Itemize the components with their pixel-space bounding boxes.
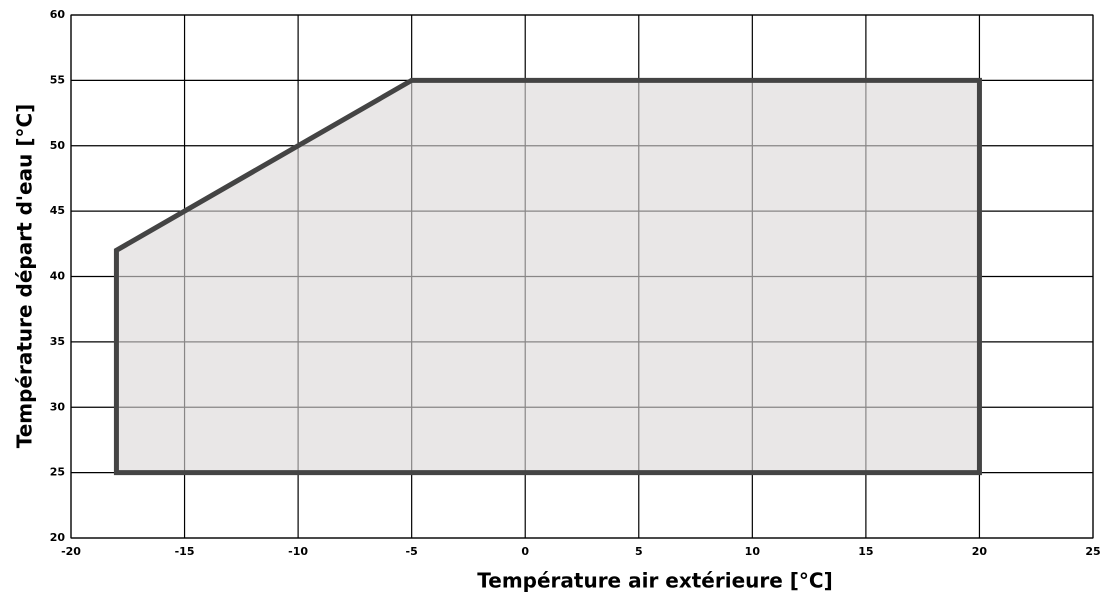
x-tick-label: 10 <box>745 545 761 558</box>
x-tick-label: -10 <box>288 545 308 558</box>
x-tick-label: 5 <box>635 545 643 558</box>
x-tick-label: -5 <box>406 545 418 558</box>
x-tick-label: -20 <box>61 545 81 558</box>
y-tick-label: 45 <box>50 204 65 217</box>
y-tick-label: 30 <box>50 400 66 413</box>
y-tick-label: 40 <box>50 270 66 283</box>
x-tick-label: -15 <box>175 545 195 558</box>
y-tick-label: 55 <box>50 73 65 86</box>
y-axis-title: Température départ d'eau [°C] <box>13 104 37 449</box>
x-tick-label: 20 <box>972 545 988 558</box>
x-tick-label: 25 <box>1085 545 1100 558</box>
y-tick-label: 25 <box>50 466 65 479</box>
x-tick-label: 15 <box>858 545 873 558</box>
envelope-area <box>113 77 982 476</box>
x-tick-label: 0 <box>521 545 529 558</box>
y-tick-label: 35 <box>50 335 65 348</box>
y-tick-label: 20 <box>50 531 66 544</box>
x-axis-title: Température air extérieure [°C] <box>477 569 832 593</box>
y-tick-label: 50 <box>50 139 66 152</box>
y-tick-label: 60 <box>50 8 66 21</box>
